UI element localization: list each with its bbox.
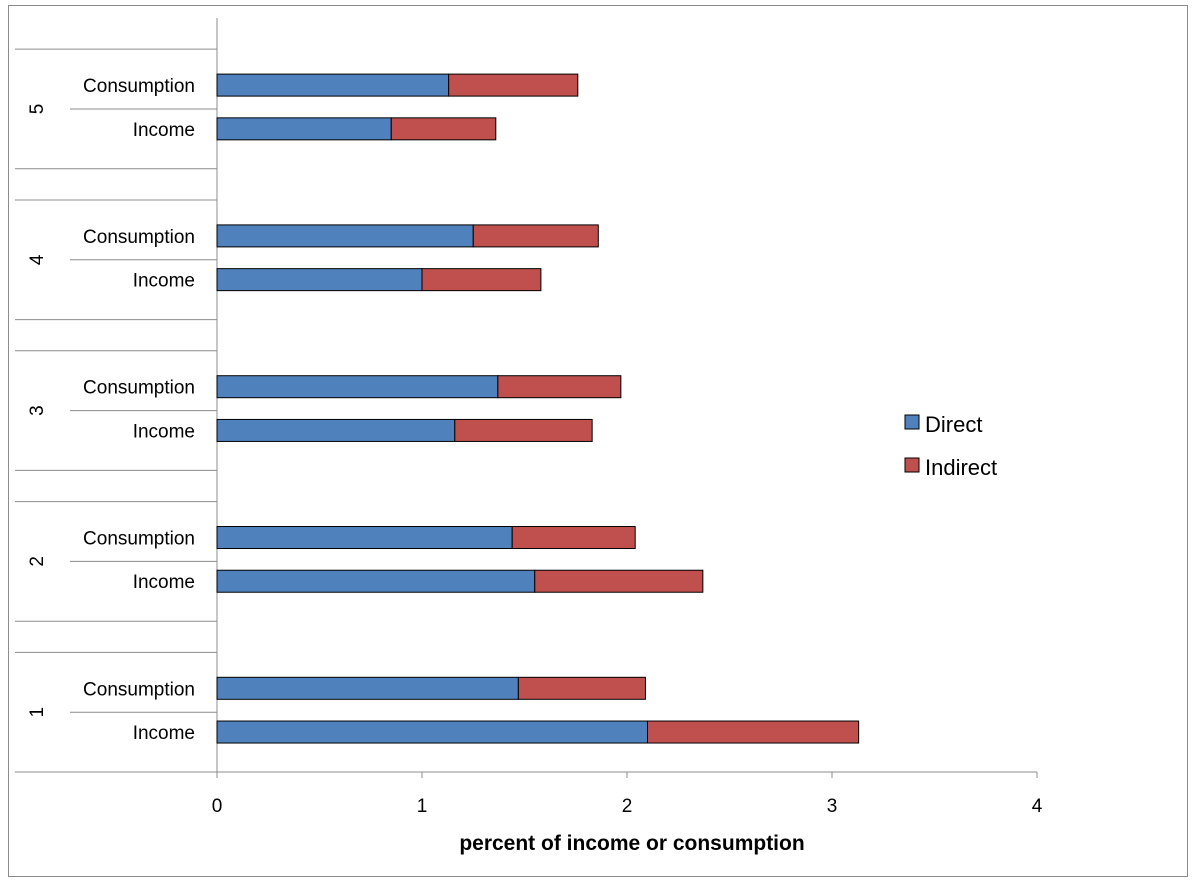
category-label: Income (133, 120, 195, 141)
category-label: Consumption (83, 378, 195, 399)
bar-direct (216, 720, 648, 744)
category-label: Consumption (83, 529, 195, 550)
bar-indirect (497, 375, 622, 399)
bar-indirect (647, 720, 860, 744)
bar-direct (216, 569, 536, 593)
legend-label-direct: Direct (925, 412, 982, 437)
legend-swatch-direct (904, 414, 920, 430)
x-tick-label: 2 (622, 796, 633, 817)
bar-indirect (390, 117, 497, 141)
category-label: Income (133, 723, 195, 744)
bar-indirect (472, 224, 599, 248)
category-label: Consumption (83, 227, 195, 248)
bar-indirect (421, 268, 542, 292)
bar-direct (216, 526, 513, 550)
bar-indirect (448, 73, 579, 97)
group-label: 2 (27, 556, 48, 567)
category-label: Income (133, 572, 195, 593)
bar-direct (216, 676, 519, 700)
bar-indirect (534, 569, 704, 593)
bar-direct (216, 375, 499, 399)
bar-indirect (511, 526, 636, 550)
x-tick-label: 4 (1032, 796, 1043, 817)
group-label: 4 (27, 254, 48, 265)
group-label: 3 (27, 405, 48, 416)
bar-direct (216, 224, 474, 248)
x-axis-title: percent of income or consumption (459, 832, 804, 855)
bar-direct (216, 268, 423, 292)
bar-indirect (517, 676, 646, 700)
bar-direct (216, 73, 450, 97)
bar-indirect (454, 418, 593, 442)
category-label: Consumption (83, 76, 195, 97)
bar-direct (216, 117, 392, 141)
x-tick-label: 1 (417, 796, 428, 817)
group-label: 5 (27, 104, 48, 115)
x-tick-label: 0 (212, 796, 223, 817)
group-label: 1 (27, 707, 48, 718)
category-label: Income (133, 271, 195, 292)
x-tick-label: 3 (827, 796, 838, 817)
category-label: Consumption (83, 679, 195, 700)
bar-direct (216, 418, 456, 442)
legend-swatch-indirect (904, 457, 920, 473)
legend-label-indirect: Indirect (925, 455, 997, 480)
category-label: Income (133, 421, 195, 442)
